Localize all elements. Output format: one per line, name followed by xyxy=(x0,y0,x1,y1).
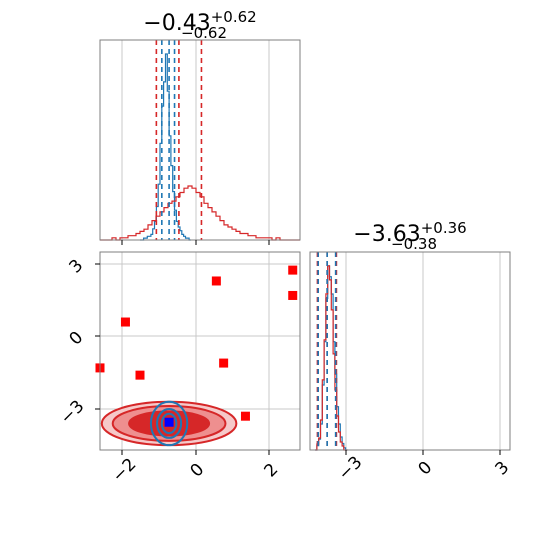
scatter-point xyxy=(211,276,221,286)
title-upper-error: +0.62 xyxy=(211,8,257,26)
density-contour xyxy=(156,407,183,439)
x-tick-label: 2 xyxy=(261,460,283,482)
panel-marginal-2: −3 0 3 −3.63+0.36 −0.38 xyxy=(309,219,514,485)
joint-plot-layer xyxy=(95,265,298,447)
panel-marginal-1: −0.43+0.62 −0.62 xyxy=(99,8,301,245)
marginal-1-title: −0.43+0.62 −0.62 xyxy=(143,8,256,42)
histogram-series xyxy=(100,185,300,241)
x-tick-label: 0 xyxy=(415,458,437,480)
title-value: −3.63 xyxy=(353,222,420,247)
x-tick-label: −2 xyxy=(109,455,141,487)
density-contour xyxy=(149,400,189,447)
scatter-point xyxy=(240,411,250,421)
scatter-point xyxy=(164,417,174,427)
x-tick-label: −3 xyxy=(335,453,367,485)
y-tick-label: 3 xyxy=(66,256,88,278)
marginal-2-plot-layer xyxy=(315,252,348,451)
scatter-point xyxy=(288,265,298,275)
scatter-point xyxy=(219,358,229,368)
title-upper-error: +0.36 xyxy=(421,219,467,237)
title-lower-error: −0.62 xyxy=(181,24,227,42)
axes-frame xyxy=(99,39,301,241)
marginal-2-title: −3.63+0.36 −0.38 xyxy=(353,219,466,253)
axes-frame xyxy=(309,251,511,451)
histogram-series xyxy=(140,53,191,241)
x-tick-label: 3 xyxy=(492,458,514,480)
y-tick-label: 0 xyxy=(66,328,88,350)
axes-frame xyxy=(99,251,301,451)
density-contour xyxy=(160,412,178,435)
title-value: −0.43 xyxy=(143,11,210,36)
scatter-point xyxy=(120,317,130,327)
scatter-point xyxy=(135,370,145,380)
scatter-point xyxy=(288,290,298,300)
panel-joint: −2 0 2 3 0 −3 xyxy=(57,251,301,487)
x-tick-label: 0 xyxy=(187,460,209,482)
title-lower-error: −0.38 xyxy=(391,235,437,253)
marginal-1-plot-layer xyxy=(100,40,300,241)
y-tick-label: −3 xyxy=(57,397,89,429)
histogram-series xyxy=(315,265,348,451)
